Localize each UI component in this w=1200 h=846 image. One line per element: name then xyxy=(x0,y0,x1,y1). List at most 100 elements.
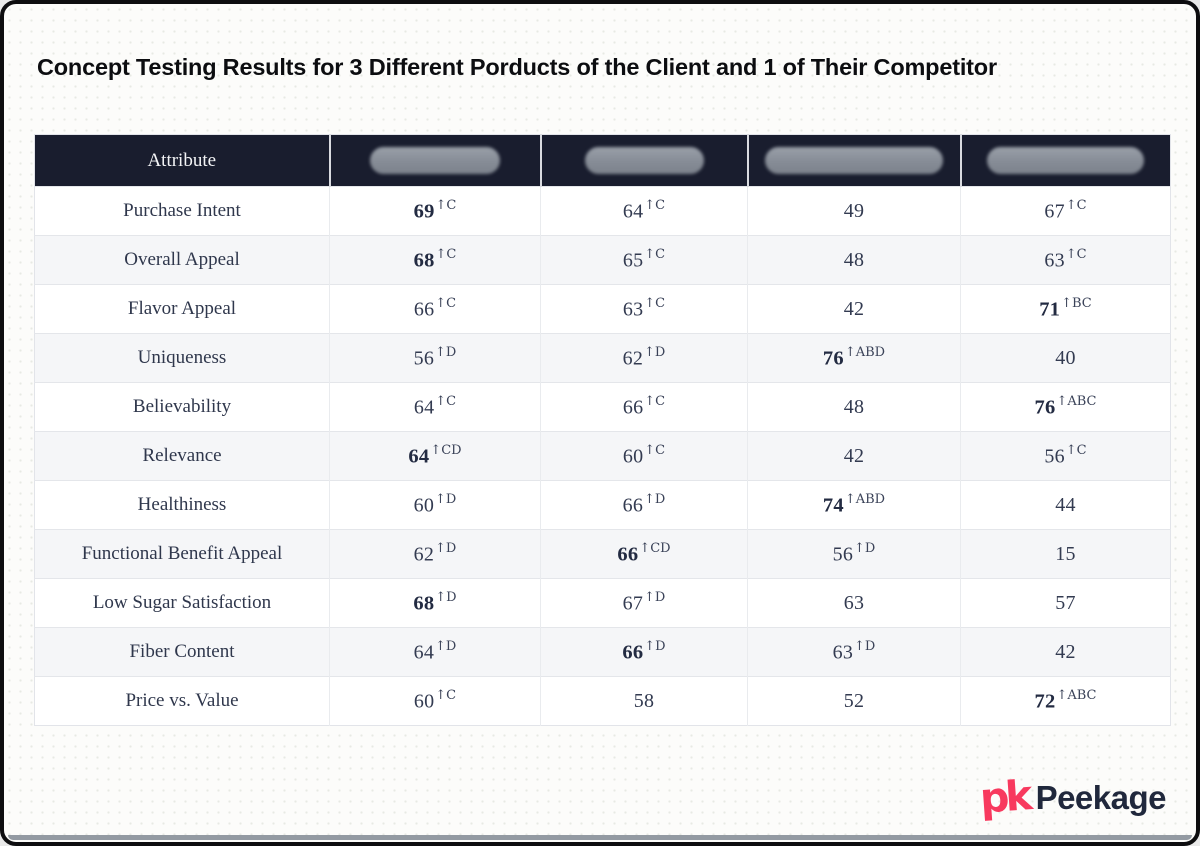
significance-flag: ↑ABC xyxy=(1056,687,1097,703)
significance-flag: ↑C xyxy=(1065,442,1087,458)
attribute-cell: Overall Appeal xyxy=(34,235,330,285)
significance-flag: ↑C xyxy=(644,246,666,262)
score-value: 64 xyxy=(408,445,430,468)
score-value: 64 xyxy=(413,396,435,419)
table-row: Flavor Appeal 66↑C 63↑C 42 71↑BC xyxy=(34,284,1171,334)
table-row: Purchase Intent 69↑C 64↑C 49 67↑C xyxy=(34,186,1171,236)
score-value: 58 xyxy=(633,689,655,712)
score-cell: 68↑D xyxy=(329,578,541,628)
page-title: Concept Testing Results for 3 Different … xyxy=(37,54,997,80)
score-cell: 42 xyxy=(960,627,1171,677)
score-value: 65 xyxy=(622,249,644,272)
score-value: 66 xyxy=(622,494,644,517)
attribute-cell: Low Sugar Satisfaction xyxy=(34,578,330,628)
score-value: 48 xyxy=(843,395,865,418)
score-value: 62 xyxy=(413,543,435,566)
table-row: Uniqueness 56↑D 62↑D 76↑ABD 40 xyxy=(34,333,1171,383)
significance-flag: ↑C xyxy=(644,393,666,409)
score-value: 56 xyxy=(832,543,854,566)
score-value: 63 xyxy=(1044,249,1065,272)
score-cell: 63↑C xyxy=(540,284,748,334)
redacted-label-blob xyxy=(765,147,943,174)
attribute-cell: Believability xyxy=(34,382,330,432)
attribute-cell: Relevance xyxy=(34,431,330,481)
significance-flag: ↑D xyxy=(435,638,457,654)
significance-flag: ↑D xyxy=(644,638,666,654)
score-cell: 60↑C xyxy=(329,676,541,726)
significance-flag: ↑D xyxy=(644,344,666,360)
score-value: 63 xyxy=(622,298,644,321)
significance-flag: ↑CD xyxy=(639,540,671,556)
attribute-column-header: Attribute xyxy=(34,134,330,187)
score-cell: 69↑C xyxy=(329,186,541,236)
score-cell: 76↑ABD xyxy=(747,333,961,383)
score-cell: 67↑D xyxy=(540,578,748,628)
score-cell: 60↑D xyxy=(329,480,541,530)
table-body: Purchase Intent 69↑C 64↑C 49 67↑C Overall App… xyxy=(34,186,1171,726)
peekage-logo-icon: pk xyxy=(978,771,1031,823)
score-cell: 58 xyxy=(540,676,748,726)
score-cell: 60↑C xyxy=(540,431,748,481)
significance-flag: ↑ABC xyxy=(1056,393,1097,409)
significance-flag: ↑BC xyxy=(1061,295,1092,311)
significance-flag: ↑C xyxy=(644,197,666,213)
score-value: 71 xyxy=(1039,298,1061,321)
score-cell: 56↑C xyxy=(960,431,1171,481)
score-value: 72 xyxy=(1034,690,1056,713)
table-row: Believability 64↑C 66↑C 48 76↑ABC xyxy=(34,382,1171,432)
redacted-label-blob xyxy=(584,147,704,174)
significance-flag: ↑D xyxy=(854,540,876,556)
significance-flag: ↑D xyxy=(435,344,457,360)
score-cell: 63↑C xyxy=(960,235,1171,285)
score-cell: 52 xyxy=(747,676,961,726)
significance-flag: ↑ABD xyxy=(844,491,886,507)
score-value: 76 xyxy=(1034,396,1056,419)
attribute-cell: Healthiness xyxy=(34,480,330,530)
score-value: 44 xyxy=(1055,493,1076,516)
product-b-redacted xyxy=(539,134,748,187)
score-value: 64 xyxy=(622,200,644,223)
score-value: 56 xyxy=(413,347,435,370)
table-row: Relevance 64↑CD 60↑C 42 56↑C xyxy=(34,431,1171,481)
score-value: 15 xyxy=(1055,542,1076,565)
significance-flag: ↑C xyxy=(435,197,457,213)
score-value: 64 xyxy=(413,641,435,664)
score-cell: 66↑CD xyxy=(540,529,748,579)
score-cell: 57 xyxy=(960,578,1171,628)
product-d-redacted xyxy=(959,134,1171,187)
score-value: 42 xyxy=(1055,640,1076,663)
score-cell: 56↑D xyxy=(747,529,961,579)
score-cell: 62↑D xyxy=(540,333,748,383)
score-cell: 65↑C xyxy=(540,235,748,285)
attribute-cell: Purchase Intent xyxy=(34,186,330,236)
score-value: 48 xyxy=(843,248,865,271)
peekage-logo-text: Peekage xyxy=(1035,778,1167,816)
significance-flag: ↑C xyxy=(644,442,666,458)
significance-flag: ↑ABD xyxy=(844,344,886,360)
score-value: 63 xyxy=(843,591,865,614)
significance-flag: ↑D xyxy=(435,540,457,556)
significance-flag: ↑C xyxy=(1065,246,1087,262)
score-cell: 42 xyxy=(747,431,961,481)
score-value: 52 xyxy=(843,689,865,712)
score-value: 42 xyxy=(843,444,865,467)
score-cell: 66↑C xyxy=(329,284,541,334)
significance-flag: ↑CD xyxy=(430,442,462,458)
significance-flag: ↑C xyxy=(1065,197,1087,213)
score-cell: 15 xyxy=(960,529,1171,579)
score-value: 40 xyxy=(1055,346,1076,369)
score-value: 66 xyxy=(622,396,644,419)
significance-flag: ↑C xyxy=(435,246,457,262)
attribute-cell: Fiber Content xyxy=(34,627,330,677)
score-cell: 72↑ABC xyxy=(960,676,1171,726)
header-row: Attribute xyxy=(34,134,1171,187)
score-cell: 40 xyxy=(960,333,1171,383)
score-cell: 76↑ABC xyxy=(960,382,1171,432)
score-value: 62 xyxy=(622,347,644,370)
window-bottom-edge xyxy=(8,835,1192,840)
brand-footer: pk Peekage xyxy=(978,771,1167,823)
score-cell: 62↑D xyxy=(329,529,541,579)
significance-flag: ↑D xyxy=(435,491,457,507)
significance-flag: ↑C xyxy=(435,687,457,703)
